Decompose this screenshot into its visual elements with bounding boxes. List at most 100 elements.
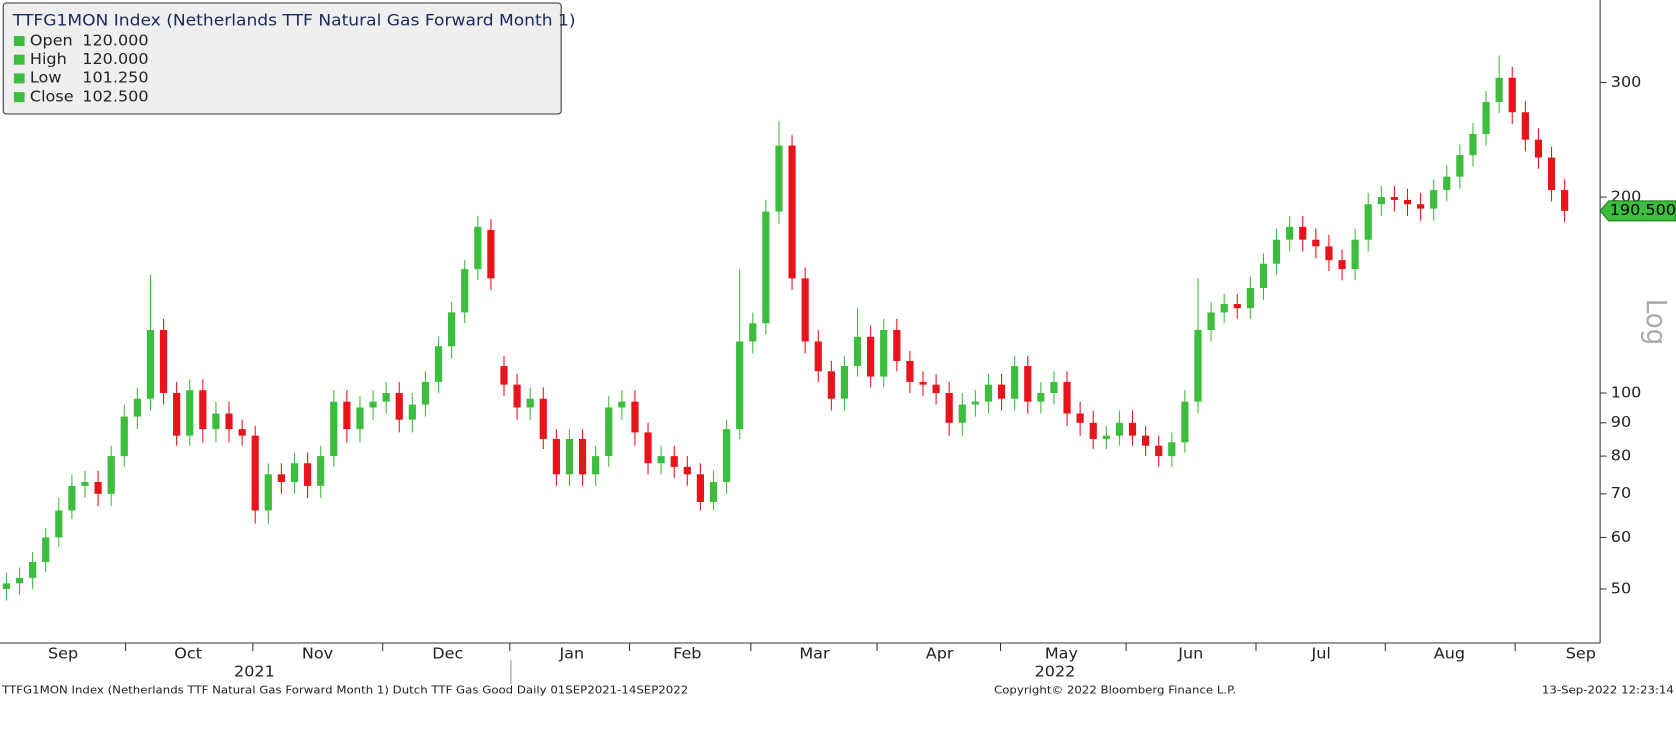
candle-body	[552, 438, 560, 475]
x-tick-label: Sep	[1566, 645, 1596, 662]
candle-body	[801, 278, 809, 342]
candle-body	[945, 393, 953, 423]
candle-body	[1377, 197, 1385, 205]
y-tick-label: 60	[1611, 528, 1631, 545]
candle-body	[55, 510, 63, 538]
candle-body	[1482, 101, 1490, 134]
candle-body	[330, 401, 338, 457]
footer-source: TTFG1MON Index (Netherlands TTF Natural …	[1, 683, 688, 697]
candle-body	[1364, 204, 1372, 240]
candle-body	[1299, 226, 1307, 240]
candle-body	[120, 416, 128, 457]
candle-body	[1547, 157, 1556, 191]
candle-body	[251, 435, 259, 511]
candle-body	[722, 429, 731, 482]
candle-body	[1246, 287, 1254, 309]
year-label: 2021	[234, 663, 275, 680]
candle-body	[1220, 304, 1228, 313]
candle-body	[159, 329, 168, 394]
candle-body	[867, 336, 875, 377]
candle-body	[893, 329, 901, 361]
candle-body	[880, 329, 888, 377]
candle-body	[1142, 435, 1150, 446]
candle-body	[1259, 263, 1268, 288]
candle-body	[984, 384, 993, 402]
candle-body	[277, 474, 285, 482]
footer-copyright: Copyright© 2022 Bloomberg Finance L.P.	[994, 683, 1236, 697]
candle-body	[317, 456, 325, 486]
candle-body	[1076, 413, 1084, 423]
candle-body	[1024, 366, 1032, 402]
candle-body	[997, 384, 1006, 399]
legend-swatch	[13, 54, 25, 65]
candle-body	[1312, 239, 1320, 247]
candle-body	[186, 390, 194, 436]
candle-body	[303, 463, 312, 486]
candle-body	[1102, 435, 1110, 439]
candle-body	[657, 456, 665, 464]
candle-body	[788, 145, 796, 279]
candle-body	[958, 404, 966, 423]
legend-label: Low	[30, 69, 62, 86]
candle-body	[474, 226, 482, 270]
candle-body	[1155, 445, 1163, 457]
x-tick-label: Aug	[1434, 645, 1465, 662]
legend-swatch	[13, 73, 25, 84]
legend-value: 120.000	[82, 51, 148, 68]
last-price-tag	[1599, 200, 1676, 222]
candle-body	[461, 269, 469, 313]
legend-value: 101.250	[82, 69, 148, 86]
legend-value: 102.500	[82, 88, 148, 105]
candle-body	[749, 323, 757, 342]
candle-body	[709, 481, 718, 503]
candle-body	[683, 466, 691, 475]
legend-value: 120.000	[82, 32, 148, 49]
candle-body	[1416, 204, 1425, 209]
candle-body	[1534, 139, 1543, 158]
candle-body	[290, 463, 299, 482]
candle-body	[919, 381, 927, 385]
candle-body	[605, 407, 613, 457]
candle-body	[592, 456, 600, 475]
x-tick-label: May	[1045, 645, 1078, 662]
candle-body	[906, 360, 914, 382]
candle-body	[487, 230, 495, 279]
candle-body	[565, 438, 574, 475]
candle-body	[827, 371, 835, 399]
y-tick-label: 300	[1611, 73, 1642, 90]
candle-body	[173, 393, 181, 436]
candle-body	[840, 366, 849, 399]
candle-body	[775, 145, 783, 212]
candle-body	[853, 336, 862, 367]
candle-body	[15, 577, 24, 584]
last-price-label: 190.500	[1610, 202, 1676, 219]
candle-body	[971, 401, 979, 405]
candle-body	[1286, 226, 1294, 240]
candle-body	[1128, 422, 1137, 436]
candle-body	[42, 537, 50, 563]
x-tick-label: Jan	[558, 645, 584, 662]
x-tick-label: Nov	[302, 645, 333, 662]
y-tick-label: 50	[1611, 580, 1631, 597]
candle-body	[539, 398, 547, 439]
candle-body	[212, 413, 220, 430]
y-tick-label: 90	[1611, 414, 1631, 431]
legend-swatch	[13, 92, 25, 103]
candle-body	[670, 456, 678, 467]
candle-body	[1403, 199, 1412, 205]
candle-body	[2, 583, 11, 589]
candle-body	[513, 384, 521, 408]
candle-body	[421, 381, 430, 405]
candle-body	[29, 562, 37, 578]
candle-body	[1272, 239, 1281, 264]
candle-body	[107, 456, 115, 494]
legend-label: Open	[30, 32, 73, 49]
year-label: 2022	[1035, 663, 1076, 680]
candle-body	[762, 211, 770, 324]
candle-body	[1430, 190, 1438, 209]
candle-body	[1521, 112, 1529, 140]
candle-body	[94, 481, 102, 494]
candle-body	[1508, 77, 1516, 113]
candle-body	[343, 401, 351, 430]
legend-label: Close	[30, 88, 74, 105]
